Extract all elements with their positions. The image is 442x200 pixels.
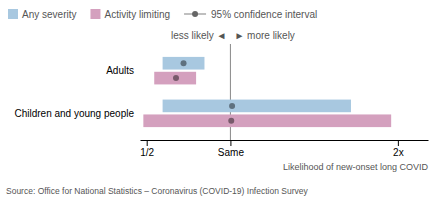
- y-tick: Adults: [106, 65, 140, 76]
- annotation: less likely ◄: [171, 30, 226, 41]
- center-dot: [181, 60, 187, 66]
- x-tick-mark: [147, 140, 148, 146]
- annotation: ► more likely: [234, 30, 294, 41]
- range-bar: [154, 72, 196, 85]
- chart: 1/2 Same 2x Adults Children and young people…: [0, 0, 442, 200]
- legend-swatch: [90, 9, 100, 19]
- y-tick: Children and young people: [14, 108, 140, 119]
- source: Source: Office for National Statistics –…: [6, 186, 308, 196]
- range-bar: [163, 57, 205, 70]
- range-bar: [163, 100, 351, 113]
- x-axis: 1/2 Same 2x: [140, 140, 428, 158]
- series: [163, 57, 351, 112]
- x-axis-line: [141, 140, 429, 141]
- plot-area: [143, 44, 391, 140]
- legend-label: Any severity: [22, 9, 76, 20]
- x-tick-label: 1/2: [140, 147, 154, 158]
- center-dot: [229, 103, 235, 109]
- legend: Any severity Activity limiting 95% confide…: [8, 9, 317, 20]
- legend-label: Activity limiting: [104, 9, 170, 20]
- x-tick-mark: [398, 140, 399, 146]
- x-tick-label: 2x: [393, 147, 404, 158]
- x-tick-mark: [230, 140, 231, 146]
- legend-ci-dot: [192, 11, 198, 17]
- center-dot: [173, 75, 179, 81]
- x-tick: 2x: [393, 140, 404, 158]
- y-axis: Adults Children and young people: [14, 65, 140, 119]
- x-tick-label: Same: [218, 147, 245, 158]
- center-dot: [228, 118, 234, 124]
- y-tick-label: Children and young people: [14, 108, 134, 119]
- x-axis-title: Likelihood of new-onset long COVID: [283, 162, 429, 172]
- y-tick-label: Adults: [106, 65, 134, 76]
- range-bar: [143, 114, 391, 127]
- series: [143, 72, 391, 127]
- legend-swatch: [8, 9, 18, 19]
- x-tick: 1/2: [140, 140, 154, 158]
- legend-label: 95% confidence interval: [211, 9, 317, 20]
- x-tick: Same: [218, 140, 245, 158]
